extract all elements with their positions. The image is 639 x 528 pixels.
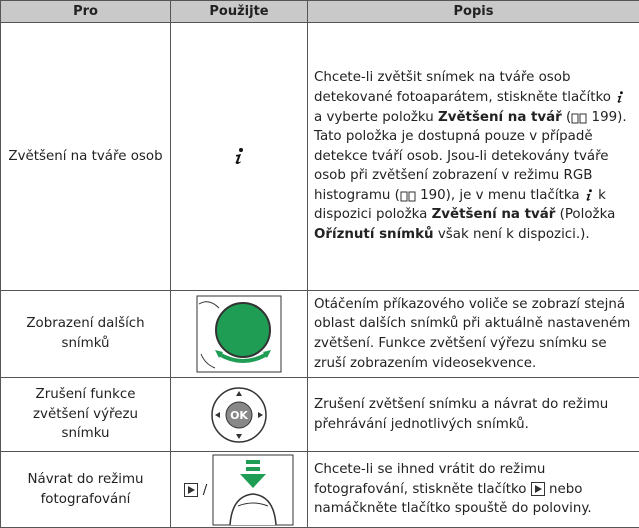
i-icon bbox=[586, 189, 592, 201]
pro-cell: Zrušení funkce zvětšení výřezu snímku bbox=[0, 377, 171, 452]
playback-icon bbox=[530, 481, 545, 496]
separator: / bbox=[202, 482, 208, 498]
i-icon bbox=[617, 91, 624, 103]
text: k dispozici položka bbox=[314, 187, 606, 223]
text: Chcete-li zvětšit snímek na tváře osob d… bbox=[314, 70, 616, 105]
ok-label: OK bbox=[230, 409, 248, 422]
description-cell: Chcete-li se ihned vrátit do režimu foto… bbox=[307, 451, 639, 528]
text: Zrušení zvětšení snímku a návrat do reži… bbox=[314, 396, 609, 432]
playback-icon bbox=[184, 482, 199, 497]
bold-text: Zvětšení na tvář bbox=[438, 109, 562, 125]
text: Otáčením příkazového voliče se zobrazí s… bbox=[314, 296, 631, 371]
description-cell: Zrušení zvětšení snímku a návrat do reži… bbox=[307, 377, 639, 452]
page-ref-icon bbox=[400, 191, 416, 202]
bold-text: Zvětšení na tvář bbox=[431, 207, 556, 223]
header-cell: Popis bbox=[307, 0, 639, 23]
text: a vyberte položku bbox=[314, 109, 439, 125]
use-cell bbox=[170, 22, 308, 291]
bold-text: Oříznutí snímků bbox=[314, 227, 434, 243]
text: (Položka bbox=[555, 207, 616, 223]
row: Zvětšení na tváře osob Chcete-li zvětšit… bbox=[0, 22, 639, 291]
shutter-button-image bbox=[212, 454, 294, 525]
use-cell: / bbox=[170, 451, 308, 528]
command-dial-image bbox=[196, 295, 282, 373]
header-cell: Pro bbox=[0, 0, 171, 23]
pro-cell: Návrat do režimu fotografování bbox=[0, 451, 171, 528]
row: Návrat do režimu fotografování / Chcete-… bbox=[0, 451, 639, 528]
multi-selector-image: OK bbox=[211, 386, 267, 443]
page-ref-icon bbox=[571, 113, 587, 124]
description-cell: Otáčením příkazového voliče se zobrazí s… bbox=[307, 290, 639, 378]
description-cell: Chcete-li zvětšit snímek na tváře osob d… bbox=[307, 22, 639, 291]
text: ( bbox=[561, 109, 572, 125]
use-cell bbox=[170, 290, 308, 378]
text: Chcete-li se ihned vrátit do režimu foto… bbox=[314, 462, 546, 497]
header-cell: Použijte bbox=[170, 0, 308, 23]
text: však není k dispozici.). bbox=[433, 227, 590, 243]
text: nebo namáčkněte tlačítko spouště do polo… bbox=[314, 481, 592, 517]
pro-cell: Zvětšení na tváře osob bbox=[0, 22, 171, 291]
use-cell: OK bbox=[170, 377, 308, 452]
header-row: Pro Použijte Popis bbox=[0, 0, 639, 23]
text: 199). Tato položka je dostupná pouze v p… bbox=[314, 109, 627, 203]
i-button-icon bbox=[235, 147, 243, 164]
row: Zobrazení dalších snímků Otáčením příkaz… bbox=[0, 290, 639, 378]
row: Zrušení funkce zvětšení výřezu snímku OK… bbox=[0, 377, 639, 452]
pro-cell: Zobrazení dalších snímků bbox=[0, 290, 171, 378]
text: 190), je v menu tlačítka bbox=[420, 187, 584, 203]
